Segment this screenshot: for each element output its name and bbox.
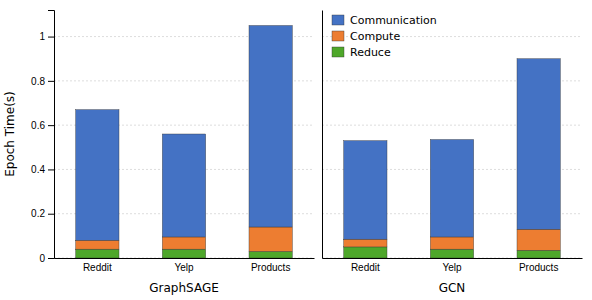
- bar: [517, 59, 560, 230]
- legend-label: Compute: [350, 30, 400, 43]
- bars: [344, 59, 561, 258]
- tick-label: Reddit: [351, 262, 380, 273]
- tick-label: Products: [519, 262, 558, 273]
- tick-label: 0: [39, 253, 45, 264]
- x-tick: Reddit: [83, 262, 112, 273]
- bar: [162, 249, 205, 258]
- bar: [76, 240, 119, 249]
- y-axis-title: Epoch Time(s): [3, 91, 17, 177]
- tick-label: 0.4: [31, 164, 45, 175]
- legend-item: Reduce: [332, 46, 391, 59]
- chart: 0 0.2 0.4 0.6 0.8 1 Reddit Yelp Products GraphSAG…: [0, 0, 592, 300]
- tick-label: Yelp: [442, 262, 462, 273]
- y-tick: 0.8: [31, 76, 54, 87]
- tick-mark: [48, 169, 54, 170]
- legend-swatch: [332, 31, 344, 41]
- tick-label: 0.6: [31, 120, 45, 131]
- x-axis: Reddit Yelp Products: [323, 259, 583, 274]
- x-axis-title: GraphSAGE: [149, 281, 219, 295]
- x-axis: Reddit Yelp Products: [55, 259, 315, 274]
- bar: [517, 250, 560, 258]
- bar: [430, 140, 473, 237]
- x-axis-title: GCN: [439, 281, 466, 295]
- legend-label: Reduce: [350, 46, 391, 59]
- bar: [162, 134, 205, 237]
- bar: [76, 110, 119, 241]
- bar: [76, 249, 119, 258]
- grid: [322, 37, 582, 258]
- bar: [430, 237, 473, 249]
- y-tick: 0: [39, 253, 54, 264]
- tick-mark: [48, 37, 54, 38]
- axis-domain: [323, 258, 583, 259]
- x-tick: Products: [251, 262, 290, 273]
- bar: [430, 249, 473, 258]
- bars: [76, 26, 293, 259]
- legend-swatch: [332, 15, 344, 25]
- y-axis: 0 0.2 0.4 0.6 0.8 1: [31, 11, 54, 264]
- legend: Communication Compute Reduce: [332, 14, 437, 59]
- bar: [344, 239, 387, 247]
- y-axis: [322, 11, 323, 259]
- y-tick: 0.4: [31, 164, 54, 175]
- legend-item: Compute: [332, 30, 400, 43]
- tick-mark: [48, 81, 54, 82]
- x-tick: Reddit: [351, 262, 380, 273]
- tick-mark: [48, 214, 54, 215]
- series: [76, 26, 293, 241]
- axis-domain: [48, 11, 55, 259]
- bar: [517, 229, 560, 250]
- y-tick: 0.6: [31, 120, 54, 131]
- tick-label: 1: [39, 31, 45, 42]
- bar: [344, 141, 387, 240]
- tick-mark: [48, 258, 54, 259]
- tick-label: Reddit: [83, 262, 112, 273]
- bar: [249, 227, 292, 251]
- tick-label: 0.2: [31, 208, 45, 219]
- tick-label: 0.8: [31, 76, 45, 87]
- axis-domain: [55, 258, 315, 259]
- tick-mark: [48, 125, 54, 126]
- bar: [344, 247, 387, 258]
- bar: [162, 237, 205, 249]
- series: [344, 59, 561, 239]
- tick-label: Yelp: [174, 262, 194, 273]
- legend-label: Communication: [350, 14, 437, 27]
- panel: Reddit Yelp Products GCN Communication Comput…: [322, 11, 583, 296]
- y-tick: 0.2: [31, 208, 54, 219]
- x-tick: Yelp: [442, 262, 462, 273]
- panel: 0 0.2 0.4 0.6 0.8 1 Reddit Yelp Products GraphSAG…: [3, 11, 315, 296]
- x-tick: Yelp: [174, 262, 194, 273]
- axis-domain: [322, 11, 323, 259]
- tick-label: Products: [251, 262, 290, 273]
- bar: [249, 251, 292, 258]
- x-tick: Products: [519, 262, 558, 273]
- y-tick: 1: [39, 31, 54, 42]
- legend-swatch: [332, 47, 344, 57]
- bar: [249, 26, 292, 228]
- legend-item: Communication: [332, 14, 437, 27]
